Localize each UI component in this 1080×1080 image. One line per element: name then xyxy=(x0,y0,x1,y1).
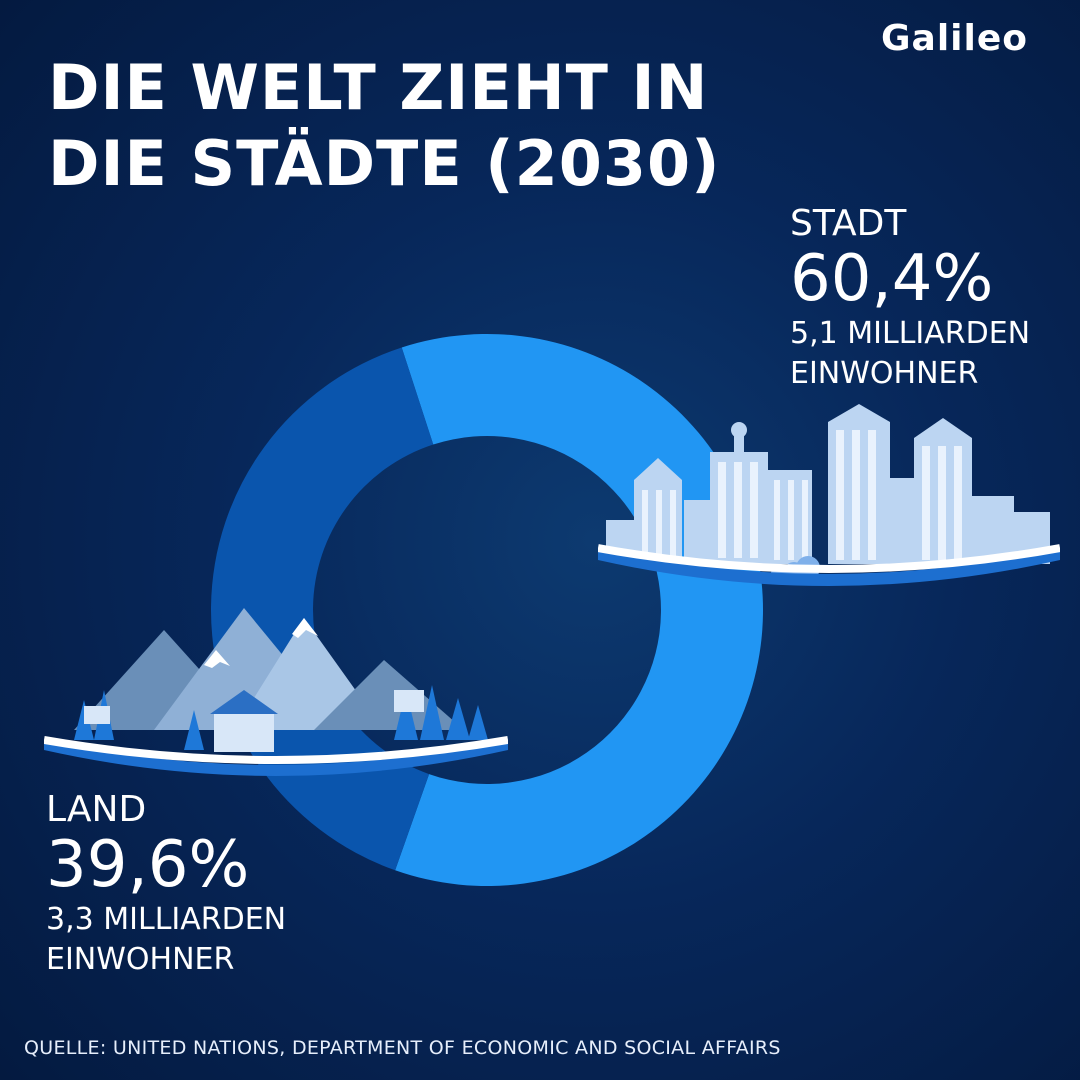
mountain-village-icon xyxy=(44,608,508,776)
title-line-1: DIE WELT ZIEHT IN xyxy=(48,51,709,124)
land-desc-1: 3,3 MILLIARDEN xyxy=(46,902,287,937)
land-name: LAND xyxy=(46,789,147,830)
title-line-2: DIE STÄDTE (2030) xyxy=(48,127,721,200)
source-note: QUELLE: UNITED NATIONS, DEPARTMENT OF EC… xyxy=(24,1037,781,1059)
galileo-logo: Galileo xyxy=(880,18,1028,59)
land-desc-2: EINWOHNER xyxy=(46,942,235,977)
page-title: DIE WELT ZIEHT IN DIE STÄDTE (2030) xyxy=(48,50,721,202)
stadt-percentage: 60,4% xyxy=(790,242,994,316)
land-percentage: 39,6% xyxy=(46,828,250,902)
label-land: LAND 39,6% 3,3 MILLIARDEN EINWOHNER xyxy=(46,790,286,980)
city-skyline-icon xyxy=(598,404,1060,586)
stadt-desc-1: 5,1 MILLIARDEN xyxy=(790,316,1031,351)
stadt-name: STADT xyxy=(790,203,907,244)
label-stadt: STADT 60,4% 5,1 MILLIARDEN EINWOHNER xyxy=(790,204,1030,394)
stadt-desc-2: EINWOHNER xyxy=(790,356,979,391)
